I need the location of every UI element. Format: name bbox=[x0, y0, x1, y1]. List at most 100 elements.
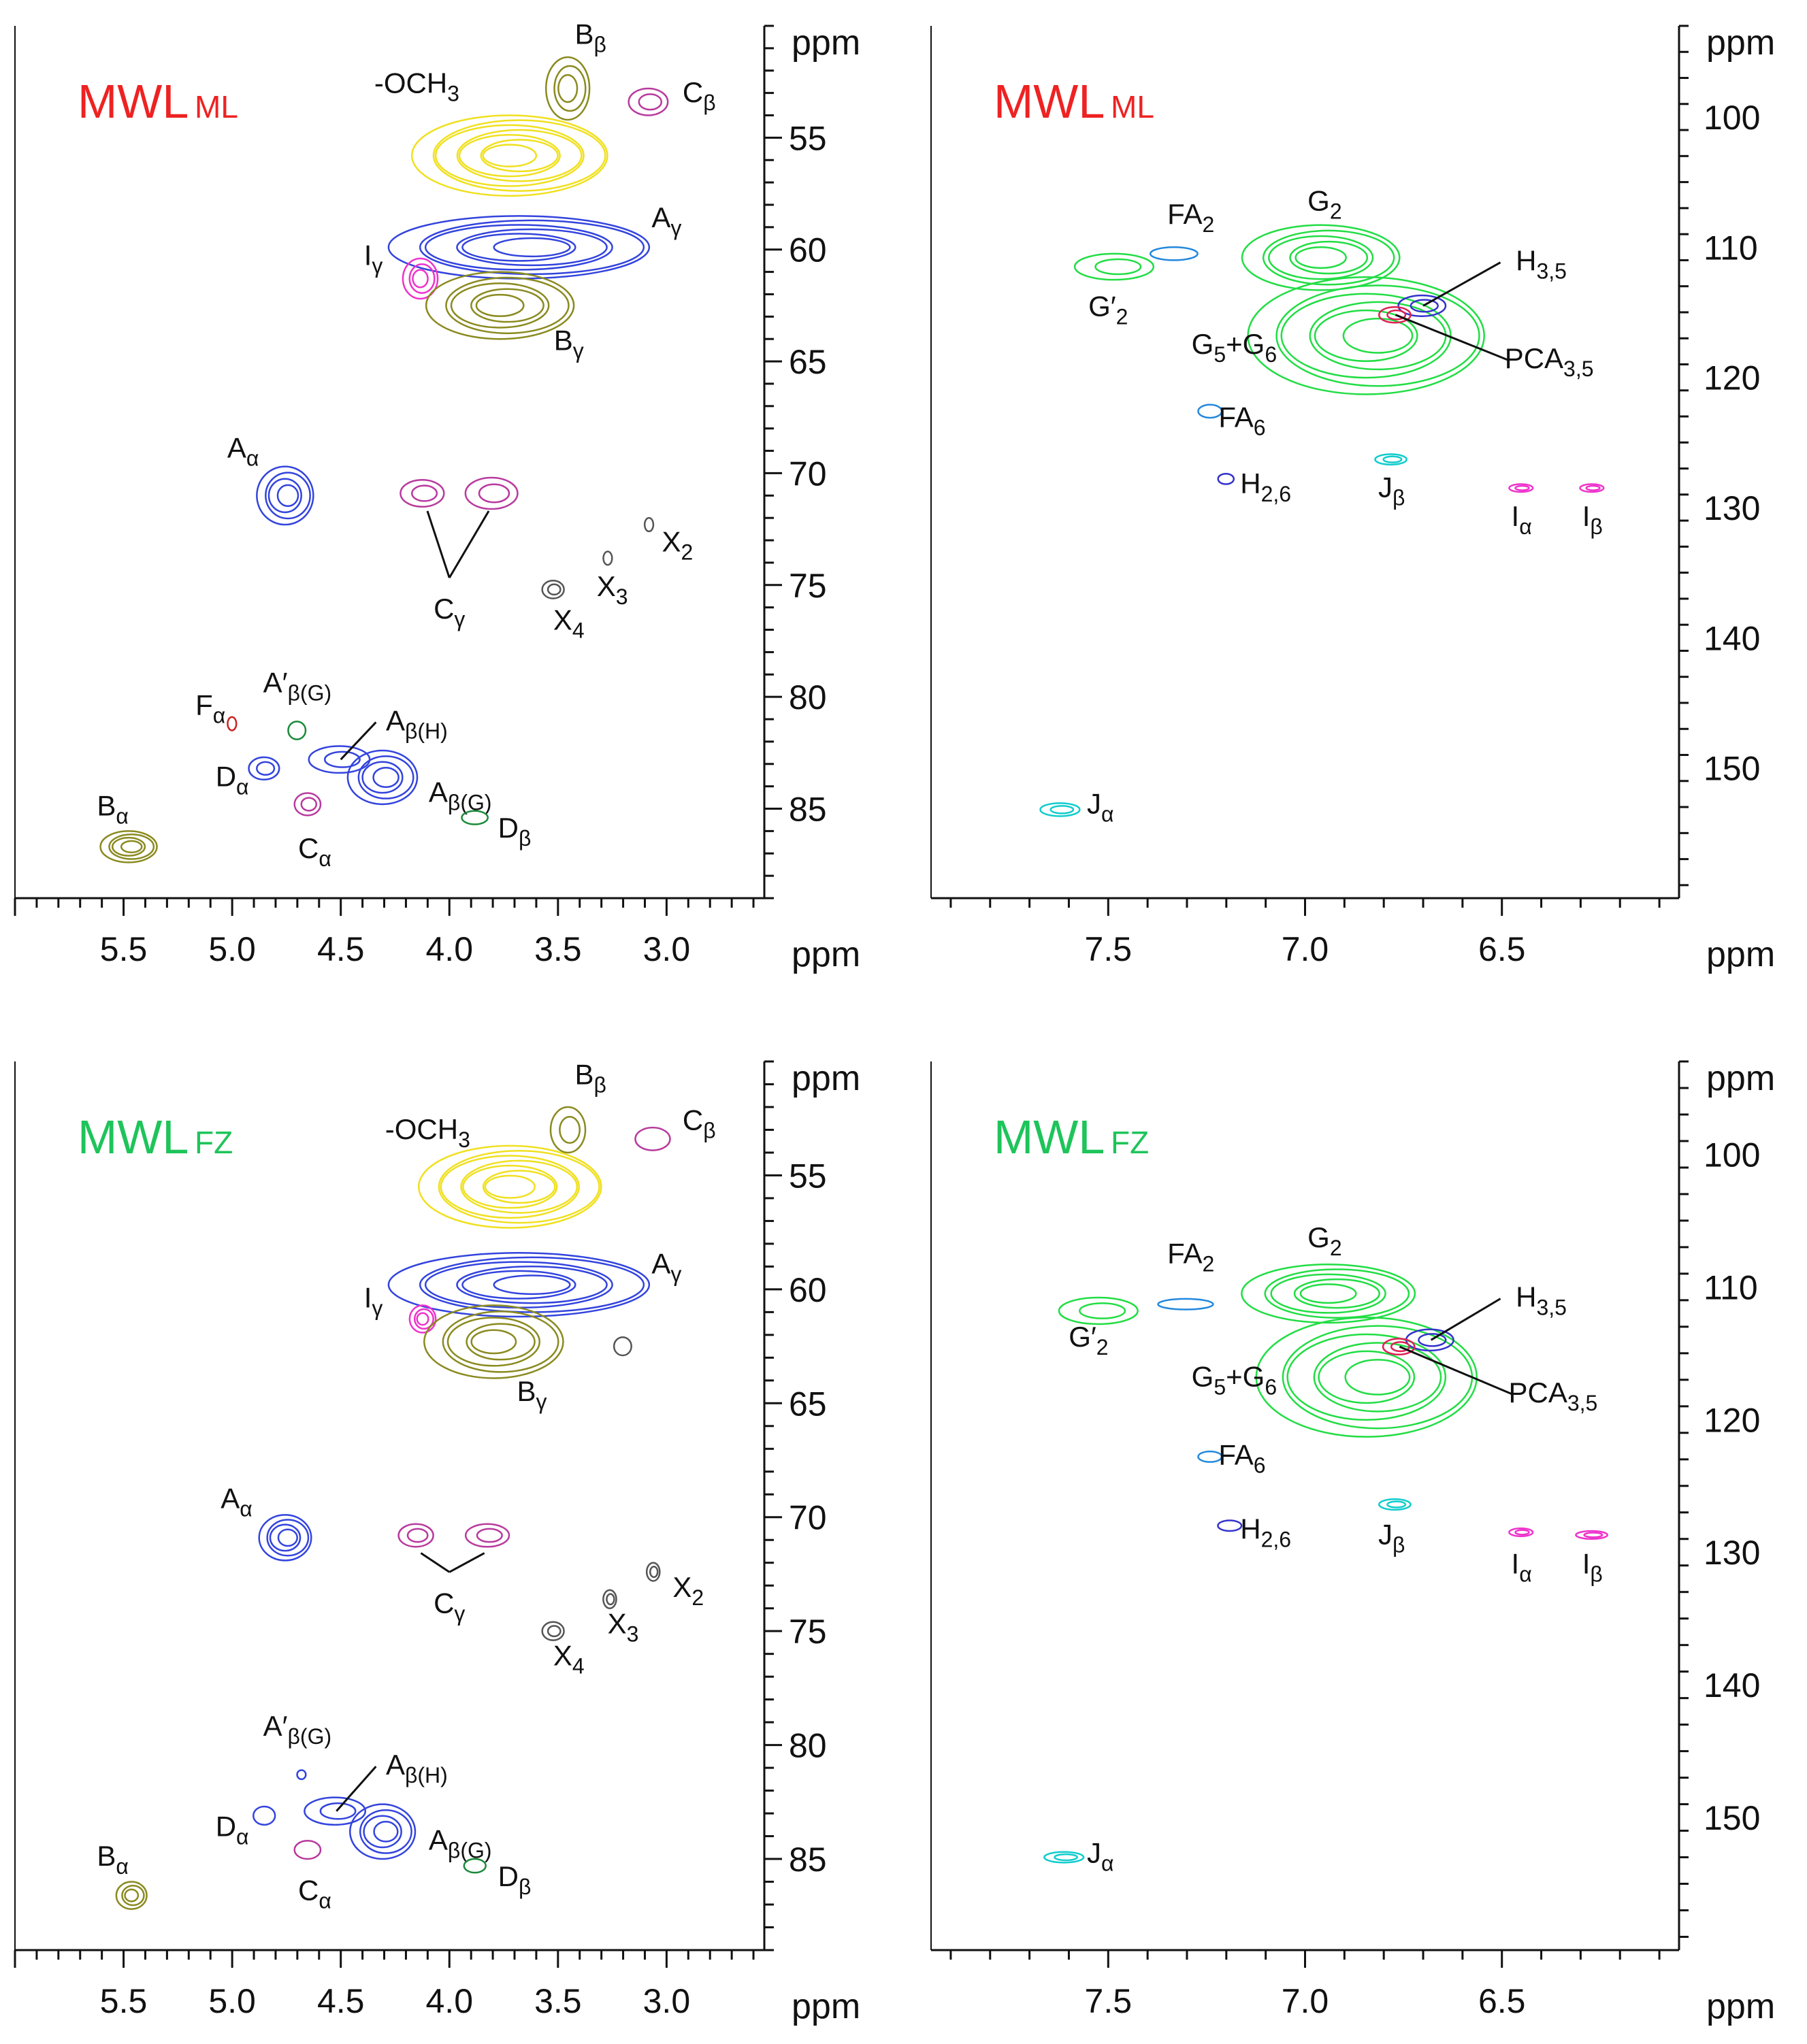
sample-subscript: ML bbox=[1111, 89, 1154, 125]
x-tick-label: 3.5 bbox=[534, 1982, 582, 2020]
peak-Cα bbox=[293, 792, 322, 817]
contour-Iα bbox=[1514, 484, 1530, 491]
peak-label-Aγ-sub: γ bbox=[670, 216, 681, 240]
contour-G2 bbox=[1270, 1273, 1386, 1314]
contour--OCH3 bbox=[434, 124, 585, 187]
peak-Dα bbox=[252, 1805, 276, 1826]
peak-FA6 bbox=[1197, 403, 1223, 419]
peak-label-X4: X4 bbox=[553, 604, 585, 643]
peak-Aγ bbox=[387, 1252, 651, 1318]
contour-Dα bbox=[256, 761, 276, 776]
peak-Bγ bbox=[423, 1304, 564, 1379]
contour-X2 bbox=[645, 1562, 661, 1582]
contour-X3 bbox=[602, 1589, 617, 1609]
contour--OCH3 bbox=[418, 1144, 602, 1229]
peak-label-Aβ(H)-main: A bbox=[386, 1749, 405, 1781]
peak-Dβ bbox=[463, 1858, 487, 1874]
peak-label-H3,5-main: H bbox=[1516, 245, 1536, 277]
peak-label-Cβ-main: C bbox=[683, 1104, 703, 1136]
contour-G2 bbox=[1295, 246, 1347, 269]
contour-H2,6 bbox=[1217, 472, 1235, 485]
peak-label-Dα-sub: α bbox=[236, 1825, 249, 1849]
peak-Xg bbox=[613, 1336, 632, 1357]
peak-label-PCA3,5: PCA3,5 bbox=[1505, 342, 1594, 381]
peak-Iα bbox=[1508, 1527, 1534, 1538]
contour-Dβ bbox=[461, 810, 489, 825]
contour-Iγ bbox=[408, 263, 436, 294]
peak-label-A′β(G)-main: A′ bbox=[263, 1710, 288, 1742]
y-tick-label: 110 bbox=[1704, 229, 1758, 267]
contour-Iβ bbox=[1575, 1530, 1608, 1540]
contour-Aγ bbox=[424, 224, 613, 271]
sample-label: MWL bbox=[994, 1110, 1105, 1164]
peak-label-A′β(G)-main: A′ bbox=[263, 667, 288, 699]
peak-label-Jβ-main: J bbox=[1378, 472, 1393, 504]
peak-label-Aγ-main: A bbox=[651, 201, 670, 233]
peak-label-Aγ: Aγ bbox=[651, 201, 681, 240]
x-tick-label: 4.0 bbox=[426, 1982, 474, 2020]
contour-Xg bbox=[613, 1336, 632, 1357]
peak-H3,5 bbox=[1397, 294, 1447, 317]
peak-label-FA6-sub: 6 bbox=[1254, 1453, 1266, 1478]
peak-label-FA2-main: FA bbox=[1167, 198, 1202, 230]
contour-Iβ bbox=[1579, 483, 1605, 493]
contour-Bγ bbox=[470, 288, 544, 323]
y-tick-label: 140 bbox=[1704, 1666, 1760, 1704]
peak-label-X2: X2 bbox=[672, 1571, 704, 1610]
contour-Bγ bbox=[470, 1329, 517, 1355]
peak-label-Cβ-main: C bbox=[683, 76, 703, 108]
contour-Bβ bbox=[557, 73, 579, 103]
contour-Bβ bbox=[559, 1115, 581, 1144]
y-tick-label: 55 bbox=[789, 119, 827, 157]
x-tick-label: 3.5 bbox=[534, 930, 582, 968]
contour-Bγ bbox=[442, 1311, 559, 1373]
contour-X2 bbox=[649, 1566, 659, 1579]
contour-Cγ2 bbox=[464, 476, 519, 510]
peak-label-Cγ: Cγ bbox=[434, 1587, 465, 1626]
peak-label-Fα-sub: α bbox=[213, 703, 226, 727]
peak-label-Dβ-main: D bbox=[498, 1860, 519, 1892]
peak-label-Bβ-main: B bbox=[574, 18, 593, 50]
x-tick-label: 6.5 bbox=[1478, 930, 1526, 968]
y-tick-label: 150 bbox=[1704, 750, 1760, 788]
peak-label-Cγ-main: C bbox=[434, 1587, 454, 1619]
peak-label-Aβ(H)-sub: β(H) bbox=[405, 719, 448, 743]
contour-G2 bbox=[1268, 235, 1374, 280]
contour-X2 bbox=[643, 516, 655, 533]
contour-G′2 bbox=[1058, 1296, 1139, 1325]
peak-label-Dα-main: D bbox=[216, 761, 236, 793]
contour--OCH3 bbox=[482, 1170, 556, 1204]
sample-label: MWL bbox=[994, 75, 1105, 128]
x-tick-label: 4.5 bbox=[317, 930, 365, 968]
peak-label-X2: X2 bbox=[662, 525, 693, 564]
peak-label-X3-main: X bbox=[597, 570, 616, 602]
contour-Aβ(G) bbox=[346, 749, 419, 806]
peak-label-Iβ-main: I bbox=[1582, 1547, 1591, 1579]
contour-Cγ bbox=[400, 479, 445, 508]
peak-FA2 bbox=[1157, 1298, 1214, 1311]
contour-Cα bbox=[300, 797, 318, 812]
y-tick-label: 80 bbox=[789, 678, 827, 716]
peak-Cβ bbox=[628, 87, 669, 116]
peak-label-H2,6-main: H bbox=[1240, 1513, 1260, 1545]
contour-Aα bbox=[258, 1514, 312, 1562]
contour-Aα bbox=[276, 484, 299, 508]
peak-Iγ bbox=[408, 1304, 437, 1334]
contour-PCA3,5 bbox=[1378, 306, 1412, 324]
peak-label-G5+G6-extra: +G bbox=[1226, 328, 1265, 360]
contour-FA6 bbox=[1197, 1450, 1223, 1463]
peak-label-Jβ-sub: β bbox=[1393, 486, 1405, 510]
contour-G5+G6 bbox=[1318, 1350, 1416, 1404]
peak--OCH3 bbox=[418, 1144, 602, 1229]
contour-Cγ bbox=[397, 1523, 434, 1548]
y-tick-label: 85 bbox=[789, 1841, 827, 1879]
contour-Jβ bbox=[1378, 1498, 1412, 1511]
peak-FA2 bbox=[1149, 246, 1199, 261]
sample-label-main: MWL bbox=[994, 1110, 1105, 1164]
peak-PCA3,5 bbox=[1382, 1338, 1416, 1356]
peak-X2 bbox=[643, 516, 655, 533]
y-tick-label: 65 bbox=[789, 1385, 827, 1423]
y-tick-label: 70 bbox=[789, 1499, 827, 1537]
contour-H3,5 bbox=[1418, 1333, 1447, 1347]
contour-Iα bbox=[1508, 483, 1534, 493]
